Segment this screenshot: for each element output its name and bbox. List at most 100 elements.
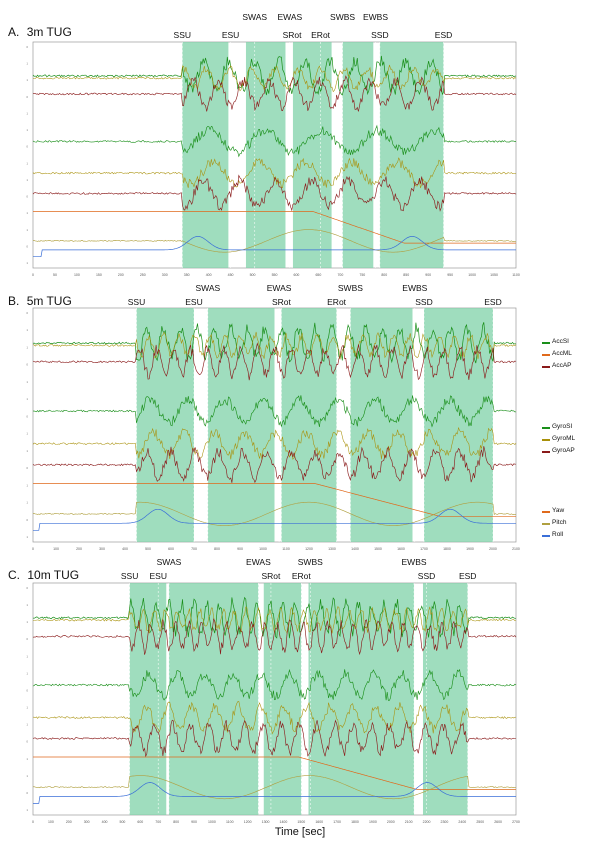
x-tick-label: 0 — [32, 547, 34, 551]
x-tick-label: 1500 — [297, 820, 305, 824]
series-line-accap — [32, 75, 517, 112]
y-tick-label: 0 — [26, 586, 28, 590]
y-tick-label: 0 — [26, 414, 28, 418]
x-tick-label: 1000 — [468, 273, 476, 277]
x-tick-label: 700 — [337, 273, 343, 277]
x-tick-label: 700 — [155, 820, 161, 824]
x-tick-label: 2500 — [476, 820, 484, 824]
phase-label-ewas: EWAS — [246, 557, 271, 567]
legend-item-gyroml: GyroML — [542, 433, 575, 445]
phase-label-srot: SRot — [261, 571, 281, 581]
x-tick-label: 300 — [84, 820, 90, 824]
y-tick-label: 1 — [26, 706, 28, 710]
x-tick-label: 2300 — [441, 820, 449, 824]
y-tick-label: 0 — [26, 791, 28, 795]
x-tick-label: 2000 — [489, 547, 497, 551]
y-tick-label: 1 — [26, 128, 28, 132]
series-line-yaw — [33, 211, 516, 244]
y-tick-label: 1 — [26, 723, 28, 727]
phase-band-2 — [207, 308, 275, 542]
x-tick-label: 1000 — [208, 820, 216, 824]
x-axis-label: Time [sec] — [274, 826, 326, 838]
x-tick-label: 0 — [32, 820, 34, 824]
phase-band-1 — [182, 42, 229, 268]
x-tick-label: 400 — [102, 820, 108, 824]
y-tick-label: 0 — [26, 518, 28, 522]
x-tick-label: 550 — [272, 273, 278, 277]
legend-item-accsi: AccSI — [542, 336, 572, 348]
phase-label-swas: SWAS — [156, 557, 182, 567]
y-tick-label: 1 — [26, 432, 28, 436]
series-line-roll — [33, 508, 516, 531]
series-line-gyrosi — [32, 124, 516, 158]
y-tick-label: 1 — [26, 78, 28, 82]
legend-acc: AccSI AccML AccAP — [542, 336, 572, 372]
y-tick-label: 0 — [26, 45, 28, 49]
x-tick-label: 1600 — [397, 547, 405, 551]
x-tick-label: 100 — [53, 547, 59, 551]
y-tick-label: 1 — [26, 535, 28, 539]
series-line-accap — [32, 342, 517, 381]
x-tick-label: 1700 — [333, 820, 341, 824]
series-line-gyroml — [32, 426, 517, 460]
series-line-accml — [32, 331, 517, 360]
phase-band-5 — [379, 42, 444, 268]
y-tick-label: 1 — [26, 328, 28, 332]
y-tick-label: 0 — [26, 95, 28, 99]
x-tick-label: 500 — [120, 820, 126, 824]
x-tick-label: 600 — [168, 547, 174, 551]
y-tick-label: 1 — [26, 757, 28, 761]
legend-item-yaw: Yaw — [542, 505, 566, 517]
phase-label-srot: SRot — [282, 30, 302, 40]
x-tick-label: 600 — [137, 820, 143, 824]
series-line-roll — [33, 782, 516, 804]
phase-label-ssd: SSD — [417, 571, 436, 581]
x-tick-label: 600 — [294, 273, 300, 277]
x-tick-label: 400 — [206, 273, 212, 277]
phase-band-5 — [422, 583, 468, 815]
x-tick-label: 1000 — [259, 547, 267, 551]
x-tick-label: 300 — [99, 547, 105, 551]
x-tick-label: 700 — [191, 547, 197, 551]
phase-band-1 — [136, 308, 194, 542]
x-tick-label: 200 — [66, 820, 72, 824]
legend-item-accml: AccML — [542, 348, 572, 360]
y-tick-label: 0 — [26, 637, 28, 641]
x-tick-label: 1900 — [466, 547, 474, 551]
phase-band-2 — [245, 42, 286, 268]
x-tick-label: 100 — [74, 273, 80, 277]
legend-item-roll: Roll — [542, 529, 566, 541]
series-line-accml — [32, 64, 517, 93]
x-tick-label: 1100 — [512, 273, 520, 277]
y-tick-label: 1 — [26, 345, 28, 349]
y-tick-label: 1 — [26, 111, 28, 115]
x-tick-label: 1500 — [374, 547, 382, 551]
phase-label-ewbs: EWBS — [402, 283, 428, 293]
phase-label-esd: ESD — [434, 30, 453, 40]
x-tick-label: 2000 — [387, 820, 395, 824]
x-tick-label: 650 — [315, 273, 321, 277]
y-tick-label: 0 — [26, 195, 28, 199]
x-tick-label: 750 — [359, 273, 365, 277]
phase-label-ssu: SSU — [120, 571, 139, 581]
phase-label-ssu: SSU — [127, 297, 146, 307]
series-line-pitch — [32, 501, 517, 526]
panel-3-plot: 0 100 200 300 400 500 600 700 800 900 1000 1100 1200… — [26, 582, 520, 824]
phase-band-2 — [168, 583, 259, 815]
series-line-yaw — [33, 483, 516, 517]
x-tick-label: 250 — [140, 273, 146, 277]
y-tick-label: 1 — [26, 808, 28, 812]
series-line-gyrosi — [32, 395, 517, 428]
series-line-pitch — [32, 775, 516, 800]
legend-gyro: GyroSI GyroML GyroAP — [542, 421, 575, 457]
phase-band-3 — [281, 308, 337, 542]
legend-item-pitch: Pitch — [542, 517, 566, 529]
x-tick-label: 500 — [250, 273, 256, 277]
series-line-yaw — [33, 756, 516, 790]
x-tick-label: 1200 — [305, 547, 313, 551]
phase-label-esd: ESD — [458, 571, 477, 581]
panel-c-letter: C. — [8, 568, 20, 582]
phase-label-esu: ESU — [221, 30, 240, 40]
x-tick-label: 1600 — [315, 820, 323, 824]
y-tick-label: 1 — [26, 211, 28, 215]
